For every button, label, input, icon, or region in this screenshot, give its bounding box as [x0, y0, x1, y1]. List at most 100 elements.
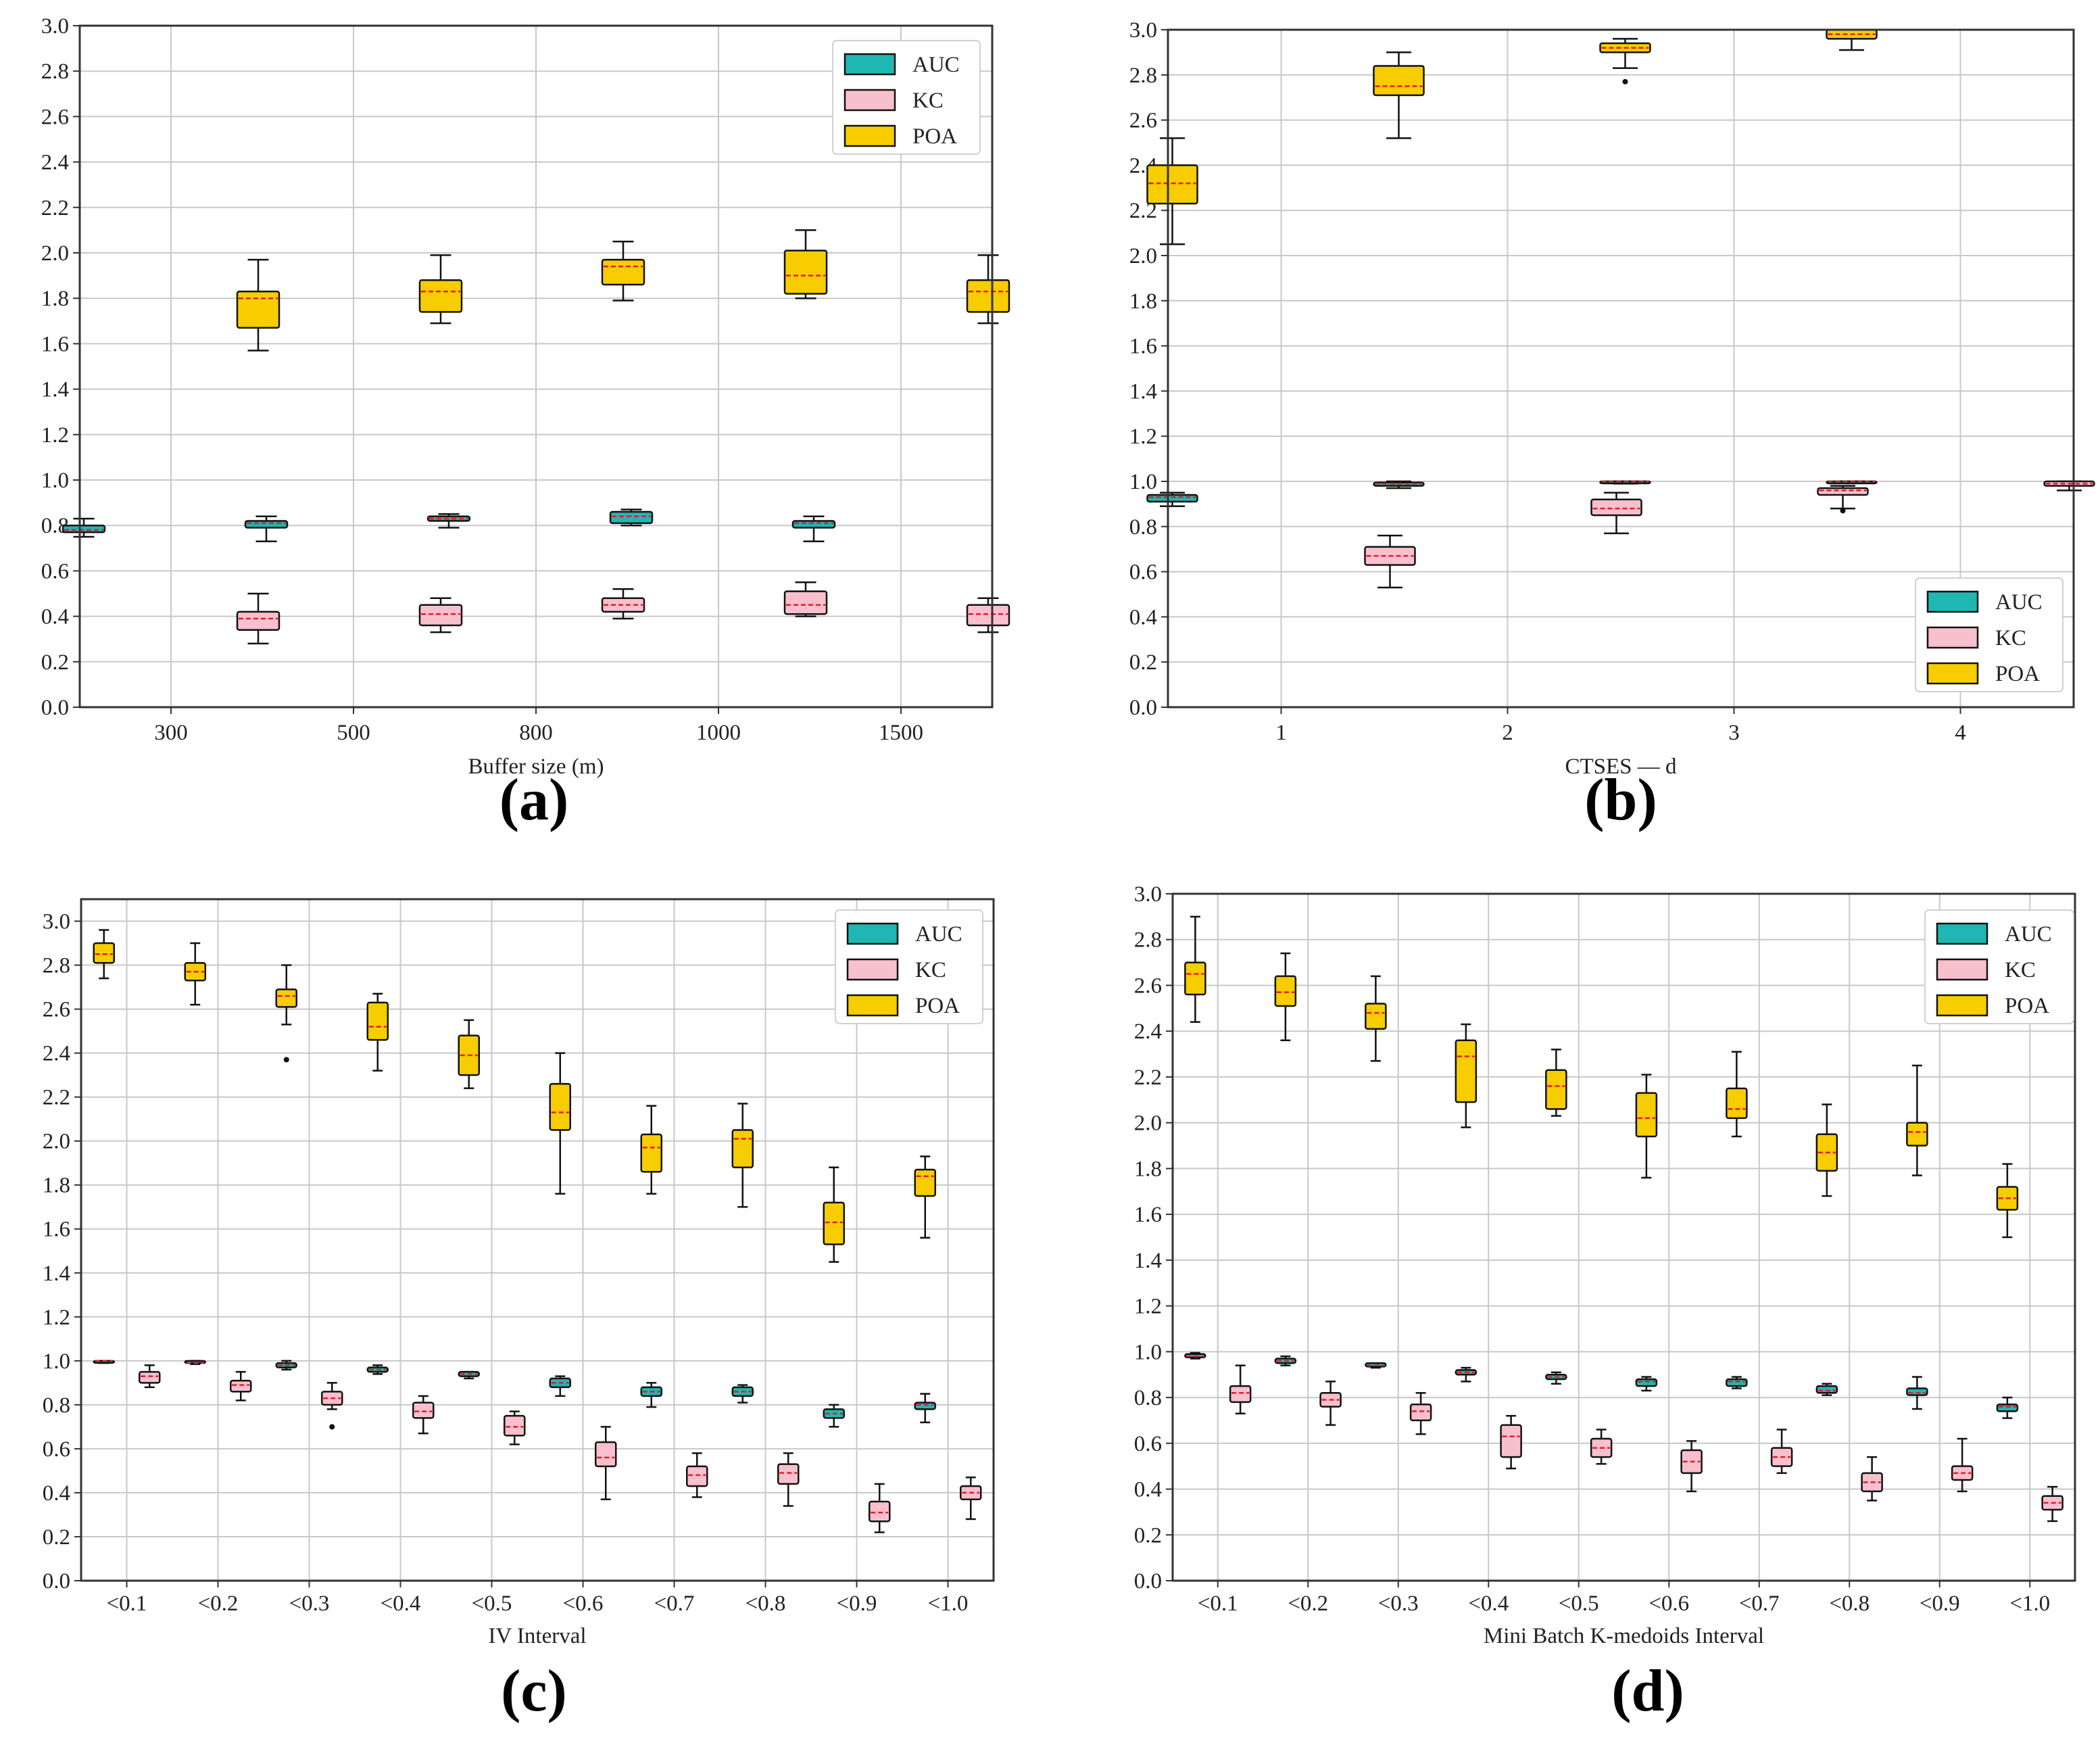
- y-tick-label: 1.6: [1129, 335, 1157, 359]
- legend-label-poa: POA: [2005, 994, 2049, 1018]
- y-tick-label: 1.4: [1129, 379, 1157, 404]
- y-tick-label: 0.6: [43, 1437, 70, 1462]
- box-iqr: [791, 520, 836, 529]
- x-tick-label: 1: [1275, 721, 1287, 745]
- y-tick-label: 1.8: [43, 1174, 70, 1198]
- x-tick-label: <0.1: [107, 1592, 147, 1616]
- box-auc-1500: [791, 515, 836, 542]
- box-kc-1500: [966, 597, 1010, 633]
- box-auc-<0.9: [1906, 1376, 1928, 1410]
- box-poa-<0.7: [640, 1105, 662, 1195]
- y-tick-label: 2.2: [41, 196, 69, 220]
- box-auc-2: [1373, 480, 1425, 489]
- x-tick-label: 1500: [879, 721, 923, 745]
- box-iqr: [549, 1082, 571, 1131]
- box-kc-1000: [783, 581, 828, 617]
- y-tick-label: 0.6: [1134, 1432, 1162, 1456]
- box-iqr: [595, 1441, 617, 1468]
- box-iqr: [1996, 1403, 2019, 1412]
- box-poa-1000: [783, 229, 828, 300]
- x-tick-label: <0.2: [198, 1592, 239, 1616]
- box-kc-800: [601, 588, 645, 620]
- box-iqr: [783, 249, 828, 295]
- x-tick-label: <1.0: [928, 1592, 969, 1616]
- legend-label-kc: KC: [912, 89, 944, 113]
- y-tick-label: 0.6: [41, 559, 69, 583]
- box-iqr: [412, 1402, 435, 1419]
- y-tick-label: 2.4: [43, 1042, 70, 1066]
- box-iqr: [1817, 487, 1869, 496]
- x-axis-label: Buffer size (m): [468, 755, 604, 779]
- x-tick-label: <0.7: [654, 1592, 695, 1616]
- legend-label-auc: AUC: [912, 53, 960, 77]
- y-tick-label: 0.2: [1134, 1523, 1162, 1548]
- x-tick-label: <0.1: [1198, 1592, 1238, 1616]
- box-iqr: [236, 611, 280, 631]
- box-kc-<0.2: [230, 1370, 252, 1402]
- box-kc-<0.8: [777, 1452, 800, 1507]
- box-auc-<0.9: [823, 1404, 845, 1428]
- box-iqr: [1906, 1387, 1928, 1396]
- x-tick-label: <1.0: [2009, 1592, 2050, 1616]
- box-iqr: [244, 520, 289, 529]
- box-iqr: [823, 1201, 845, 1245]
- y-tick-label: 0.2: [41, 650, 69, 675]
- box-poa-<0.5: [1545, 1049, 1567, 1117]
- x-tick-label: <0.6: [1649, 1592, 1689, 1616]
- box-poa-800: [601, 240, 645, 302]
- box-iqr: [366, 1001, 389, 1041]
- box-iqr: [1635, 1092, 1658, 1138]
- box-kc-500: [418, 597, 463, 633]
- box-iqr: [230, 1379, 252, 1393]
- y-tick-label: 2.0: [1134, 1111, 1162, 1136]
- y-tick-label: 2.4: [1134, 1020, 1162, 1044]
- y-tick-label: 1.4: [41, 378, 69, 402]
- box-poa-<0.2: [184, 942, 206, 1006]
- axes-frame: [78, 24, 994, 709]
- box-iqr: [966, 279, 1010, 313]
- box-kc-<1.0: [960, 1476, 982, 1521]
- x-tick-label: <0.8: [1829, 1592, 1870, 1616]
- box-auc-<0.3: [1365, 1362, 1387, 1369]
- box-auc-<0.1: [93, 1360, 115, 1364]
- box-kc-<0.6: [595, 1426, 617, 1500]
- box-poa-<0.6: [549, 1052, 571, 1195]
- y-tick-label: 0.8: [1134, 1386, 1162, 1410]
- box-poa-<0.4: [366, 992, 389, 1072]
- box-poa-<0.8: [731, 1103, 754, 1208]
- box-poa-<0.2: [1274, 952, 1297, 1041]
- x-tick-label: <0.9: [1920, 1592, 1960, 1616]
- x-tick-label: 500: [337, 721, 370, 745]
- box-auc-<0.5: [1545, 1371, 1567, 1385]
- y-tick-label: 0.4: [1129, 605, 1157, 629]
- box-poa-<0.3: [1365, 975, 1387, 1062]
- box-iqr: [1500, 1424, 1522, 1458]
- legend-label-kc: KC: [1995, 626, 2026, 650]
- legend-swatch-poa: [1936, 994, 1988, 1017]
- legend-swatch-kc: [844, 89, 896, 112]
- box-iqr: [1274, 975, 1297, 1007]
- box-auc-<0.8: [731, 1384, 754, 1404]
- box-kc-<0.4: [1500, 1414, 1522, 1470]
- box-kc-<0.4: [412, 1395, 435, 1435]
- y-tick-label: 1.6: [43, 1218, 70, 1242]
- y-tick-label: 0.6: [1129, 560, 1157, 585]
- x-tick-label: 3: [1728, 721, 1740, 745]
- x-tick-label: 1000: [696, 721, 741, 745]
- y-tick-label: 2.0: [43, 1130, 70, 1154]
- box-iqr: [1590, 498, 1642, 517]
- box-kc-3: [1817, 485, 1869, 514]
- box-auc-<0.7: [640, 1382, 662, 1408]
- box-kc-<0.3: [1409, 1392, 1432, 1435]
- y-tick-label: 0.4: [41, 605, 69, 629]
- chart-panel-3: 0.0 0.2 0.4 0.6 0.8 1.0 1.2 1.4 1.6 1.8 2.0 2.2 2.4 2…: [43, 898, 995, 1724]
- box-kc-<0.7: [1770, 1429, 1793, 1475]
- y-tick-label: 1.0: [1134, 1340, 1162, 1364]
- box-auc-<1.0: [914, 1393, 936, 1424]
- box-poa-1: [1146, 137, 1198, 245]
- box-kc-<0.7: [686, 1452, 708, 1498]
- y-tick-label: 2.8: [43, 954, 70, 978]
- x-tick-label: 300: [154, 721, 188, 745]
- box-auc-500: [244, 515, 289, 542]
